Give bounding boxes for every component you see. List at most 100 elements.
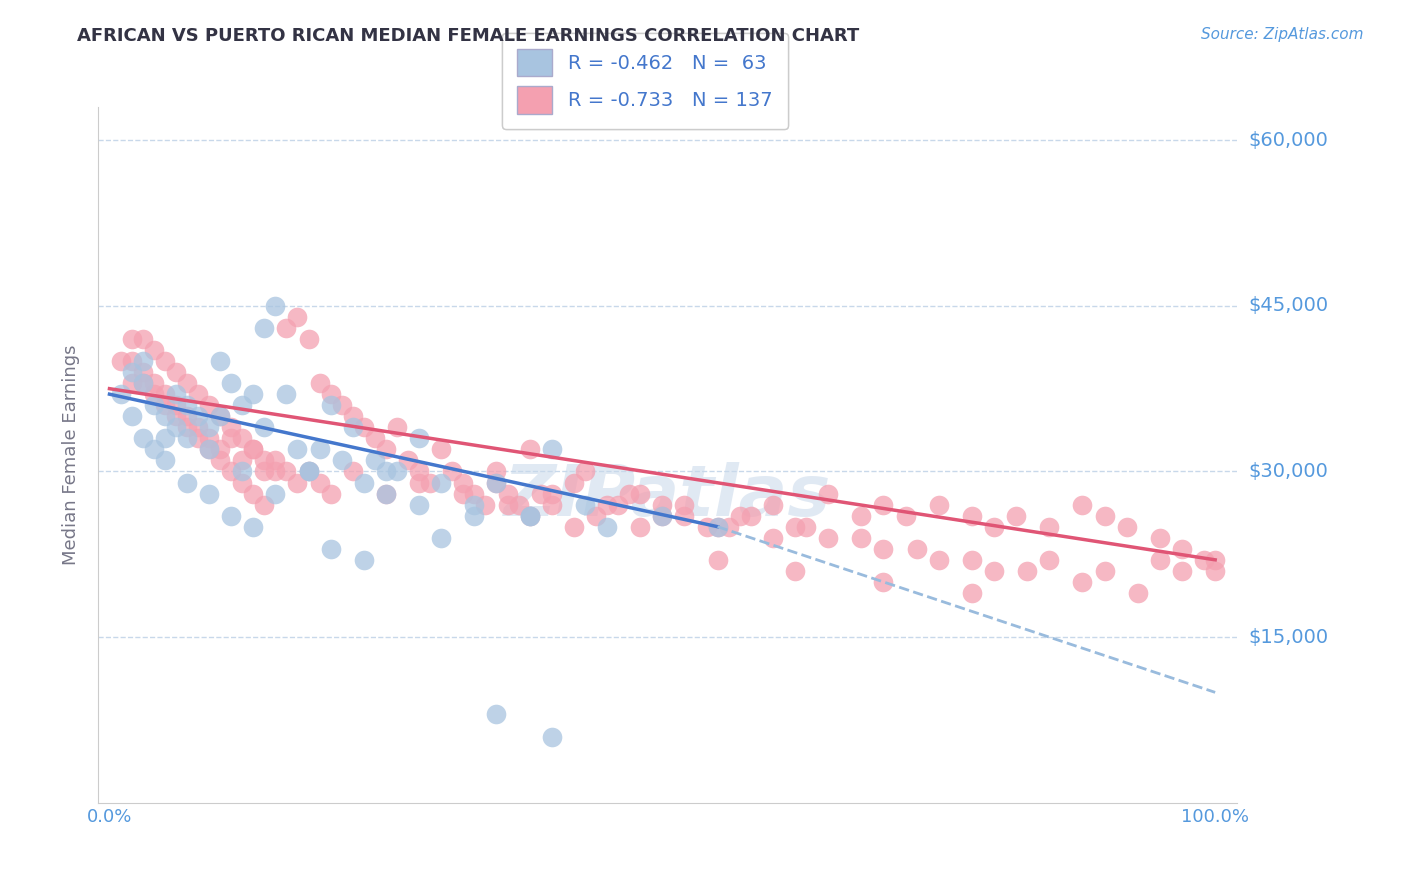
- Point: [519, 508, 541, 523]
- Point: [1038, 519, 1060, 533]
- Point: [1192, 553, 1215, 567]
- Point: [441, 465, 464, 479]
- Point: [374, 442, 396, 457]
- Point: [264, 453, 287, 467]
- Point: [1005, 508, 1028, 523]
- Point: [474, 498, 496, 512]
- Point: [131, 354, 153, 368]
- Point: [353, 475, 375, 490]
- Point: [297, 465, 319, 479]
- Point: [121, 365, 143, 379]
- Point: [219, 465, 242, 479]
- Point: [762, 498, 785, 512]
- Point: [408, 498, 430, 512]
- Legend: R = -0.462   N =  63, R = -0.733   N = 137: R = -0.462 N = 63, R = -0.733 N = 137: [502, 33, 789, 129]
- Point: [673, 508, 696, 523]
- Point: [385, 465, 408, 479]
- Point: [463, 498, 485, 512]
- Point: [960, 553, 983, 567]
- Point: [817, 486, 839, 500]
- Text: ZIPatlas: ZIPatlas: [505, 462, 831, 531]
- Point: [628, 486, 651, 500]
- Point: [121, 354, 143, 368]
- Point: [198, 431, 221, 445]
- Point: [453, 475, 475, 490]
- Point: [153, 453, 176, 467]
- Point: [142, 442, 165, 457]
- Point: [242, 442, 264, 457]
- Point: [628, 519, 651, 533]
- Point: [851, 531, 873, 545]
- Point: [596, 519, 619, 533]
- Point: [131, 332, 153, 346]
- Point: [905, 541, 928, 556]
- Point: [187, 431, 209, 445]
- Point: [872, 574, 894, 589]
- Point: [219, 420, 242, 434]
- Point: [783, 519, 806, 533]
- Point: [153, 387, 176, 401]
- Point: [121, 409, 143, 424]
- Point: [519, 508, 541, 523]
- Point: [330, 453, 353, 467]
- Point: [264, 465, 287, 479]
- Point: [153, 354, 176, 368]
- Point: [219, 376, 242, 391]
- Point: [319, 486, 342, 500]
- Point: [928, 553, 950, 567]
- Point: [408, 431, 430, 445]
- Point: [1171, 541, 1194, 556]
- Point: [696, 519, 718, 533]
- Text: $30,000: $30,000: [1249, 462, 1329, 481]
- Point: [253, 321, 276, 335]
- Point: [651, 508, 673, 523]
- Point: [209, 442, 232, 457]
- Point: [187, 409, 209, 424]
- Point: [110, 387, 132, 401]
- Point: [430, 442, 453, 457]
- Point: [187, 387, 209, 401]
- Point: [1071, 574, 1094, 589]
- Point: [231, 475, 253, 490]
- Point: [176, 398, 198, 412]
- Point: [374, 486, 396, 500]
- Point: [253, 453, 276, 467]
- Text: $45,000: $45,000: [1249, 296, 1329, 316]
- Point: [297, 332, 319, 346]
- Point: [673, 498, 696, 512]
- Point: [342, 420, 364, 434]
- Point: [574, 465, 596, 479]
- Point: [1204, 564, 1226, 578]
- Point: [142, 343, 165, 357]
- Point: [276, 387, 298, 401]
- Point: [485, 475, 508, 490]
- Point: [297, 465, 319, 479]
- Point: [453, 486, 475, 500]
- Point: [817, 531, 839, 545]
- Point: [430, 475, 453, 490]
- Point: [264, 486, 287, 500]
- Point: [287, 442, 309, 457]
- Text: AFRICAN VS PUERTO RICAN MEDIAN FEMALE EARNINGS CORRELATION CHART: AFRICAN VS PUERTO RICAN MEDIAN FEMALE EA…: [77, 27, 859, 45]
- Point: [176, 431, 198, 445]
- Point: [131, 365, 153, 379]
- Point: [287, 310, 309, 324]
- Point: [319, 398, 342, 412]
- Point: [519, 508, 541, 523]
- Point: [485, 707, 508, 722]
- Point: [308, 376, 330, 391]
- Text: $60,000: $60,000: [1249, 130, 1329, 150]
- Point: [585, 508, 607, 523]
- Point: [596, 498, 619, 512]
- Point: [253, 420, 276, 434]
- Point: [706, 519, 728, 533]
- Point: [342, 465, 364, 479]
- Point: [209, 409, 232, 424]
- Point: [364, 453, 387, 467]
- Point: [242, 486, 264, 500]
- Point: [617, 486, 640, 500]
- Point: [242, 442, 264, 457]
- Point: [706, 519, 728, 533]
- Point: [540, 730, 562, 744]
- Point: [983, 519, 1005, 533]
